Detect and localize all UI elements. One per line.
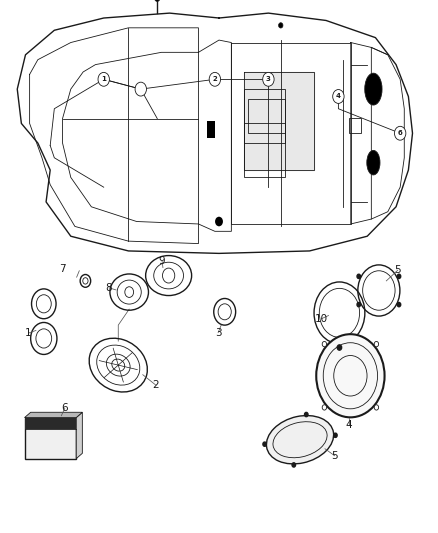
Bar [248, 99, 285, 133]
Text: 3: 3 [266, 76, 271, 82]
Circle shape [397, 274, 401, 278]
Circle shape [397, 303, 401, 307]
Circle shape [135, 82, 146, 96]
Text: 1: 1 [101, 76, 106, 82]
Circle shape [322, 342, 327, 347]
Text: 5: 5 [331, 451, 338, 461]
Text: 3: 3 [215, 328, 222, 337]
Circle shape [304, 413, 308, 417]
Bar [207, 121, 215, 138]
Text: 7: 7 [59, 264, 66, 274]
Ellipse shape [367, 150, 380, 175]
Circle shape [374, 405, 378, 410]
Circle shape [263, 442, 266, 446]
Polygon shape [244, 72, 314, 170]
Circle shape [155, 0, 160, 2]
Text: 2: 2 [152, 380, 159, 390]
Circle shape [322, 405, 327, 410]
Polygon shape [17, 13, 413, 253]
Text: 6: 6 [61, 403, 68, 413]
Text: 4: 4 [336, 93, 341, 100]
Bar [349, 118, 361, 133]
Text: 8: 8 [106, 283, 113, 293]
Circle shape [316, 334, 385, 417]
Ellipse shape [266, 416, 334, 464]
Circle shape [357, 274, 360, 278]
Circle shape [292, 463, 296, 467]
Circle shape [98, 72, 110, 86]
Circle shape [357, 303, 360, 307]
Text: 1: 1 [25, 328, 32, 338]
Text: 10: 10 [315, 314, 328, 324]
Circle shape [374, 342, 378, 347]
Polygon shape [25, 413, 82, 418]
Bar [25, 418, 76, 429]
Circle shape [334, 433, 337, 438]
Text: 6: 6 [398, 130, 403, 136]
Circle shape [333, 90, 344, 103]
Circle shape [209, 72, 221, 86]
Circle shape [395, 126, 406, 140]
Polygon shape [76, 413, 82, 458]
Text: 4: 4 [346, 420, 353, 430]
Text: 9: 9 [159, 256, 166, 266]
Text: 5: 5 [394, 265, 401, 275]
Circle shape [337, 345, 342, 350]
Circle shape [263, 72, 274, 86]
Bar [25, 418, 76, 458]
Ellipse shape [365, 73, 382, 105]
Bar [244, 89, 285, 143]
Bar [244, 124, 285, 177]
Text: 2: 2 [212, 76, 217, 82]
Circle shape [215, 217, 223, 227]
Circle shape [279, 23, 283, 28]
